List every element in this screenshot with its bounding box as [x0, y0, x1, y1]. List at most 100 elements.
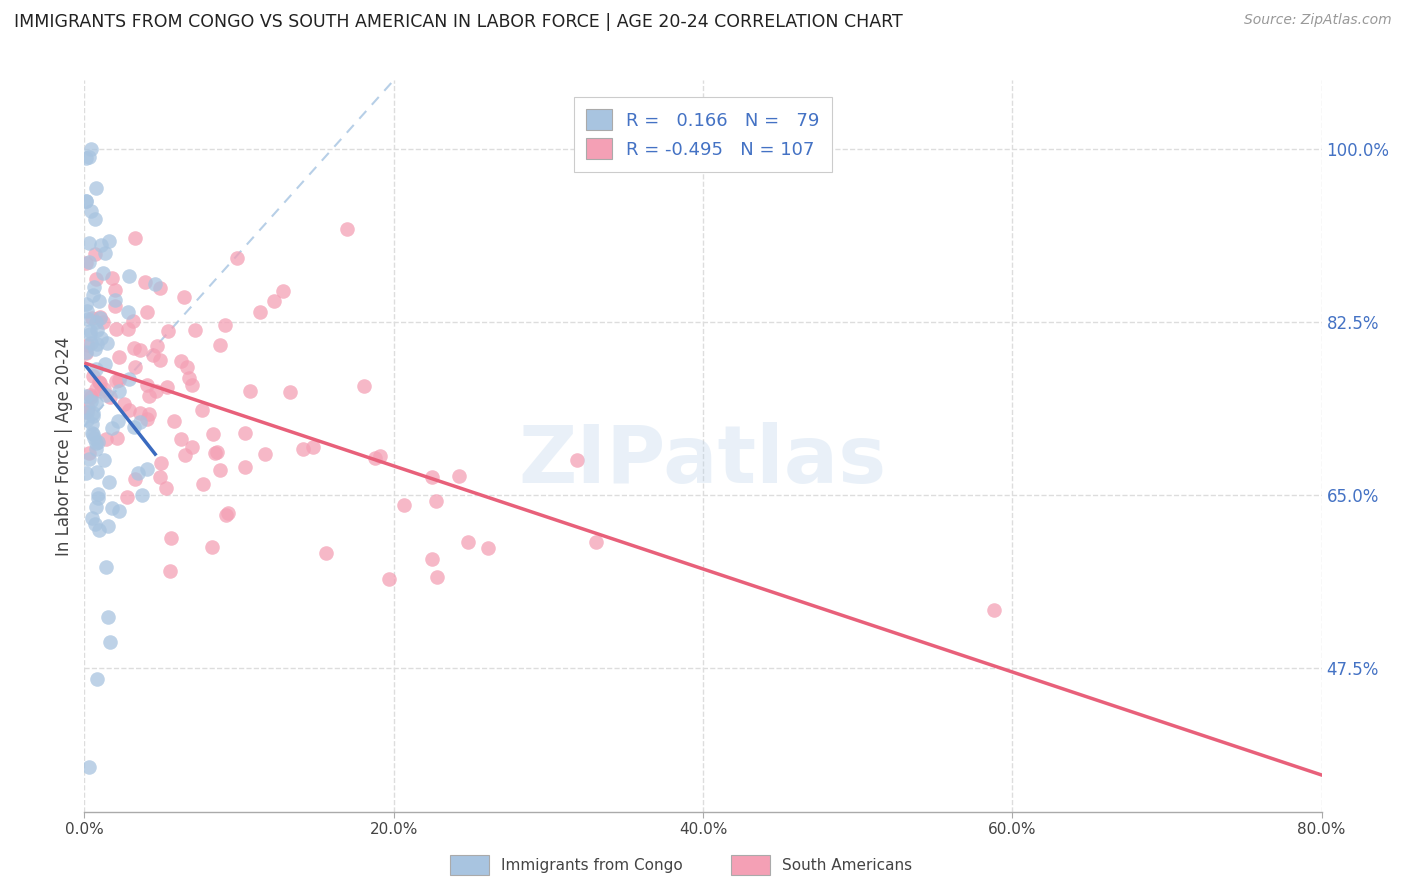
Point [90, 331, 112, 345]
Point [75, 345, 97, 359]
Point [84, 516, 107, 531]
Point [353, 379, 375, 393]
Point [191, 477, 214, 491]
Point [565, 453, 588, 467]
Point [80, 393, 103, 408]
Point [75, 345, 97, 359]
Point [87, 491, 110, 506]
Point [84, 382, 107, 396]
Point [135, 462, 157, 476]
Legend: R =   0.166   N =   79, R = -0.495   N = 107: R = 0.166 N = 79, R = -0.495 N = 107 [574, 96, 832, 172]
Point [83, 247, 105, 261]
Point [76, 401, 98, 415]
Point [104, 374, 127, 388]
Point [83, 212, 105, 227]
Point [89, 310, 111, 324]
Point [149, 281, 172, 295]
Point [233, 459, 256, 474]
Point [89, 310, 111, 325]
Point [145, 384, 167, 399]
Point [107, 414, 129, 428]
Point [122, 314, 145, 328]
Point [181, 378, 204, 392]
Point [83, 431, 105, 445]
Point [118, 402, 141, 417]
Point [108, 384, 131, 398]
Point [146, 339, 169, 353]
Point [363, 450, 385, 465]
Point [80, 143, 103, 157]
Point [142, 348, 165, 362]
Point [108, 350, 131, 364]
Point [157, 324, 180, 338]
Point [98, 635, 121, 649]
Point [101, 271, 124, 285]
Point [117, 322, 139, 336]
Point [82, 427, 104, 442]
Point [336, 221, 359, 235]
Point [101, 421, 124, 435]
Point [82, 287, 104, 301]
Point [225, 251, 247, 265]
Point [107, 504, 129, 518]
Point [983, 603, 1005, 617]
Point [103, 293, 125, 308]
Point [420, 552, 443, 566]
Point [89, 376, 111, 390]
Point [202, 427, 225, 442]
Point [368, 449, 391, 463]
Point [315, 546, 337, 560]
Point [129, 343, 152, 358]
Point [82, 425, 104, 440]
Point [209, 338, 232, 352]
Point [84, 442, 107, 457]
Point [75, 194, 97, 208]
Point [79, 254, 101, 268]
Point [457, 535, 479, 549]
Point [90, 384, 112, 399]
Point [87, 486, 110, 500]
Point [159, 564, 181, 578]
Point [82, 368, 104, 383]
Point [86, 672, 108, 686]
Point [84, 435, 107, 450]
Point [122, 420, 145, 434]
Point [143, 277, 166, 291]
Point [136, 412, 159, 426]
Point [207, 445, 229, 459]
Point [117, 304, 139, 318]
Point [93, 315, 115, 329]
Point [94, 432, 117, 446]
Point [75, 255, 97, 269]
Point [174, 448, 197, 462]
Point [80, 510, 103, 524]
Point [94, 245, 117, 260]
Point [75, 296, 97, 310]
Point [79, 327, 101, 342]
Point [173, 290, 195, 304]
Point [104, 283, 127, 297]
Point [77, 312, 100, 326]
Point [124, 472, 146, 486]
Point [271, 284, 294, 298]
Point [87, 294, 110, 309]
Text: IMMIGRANTS FROM CONGO VS SOUTH AMERICAN IN LABOR FORCE | AGE 20-24 CORRELATION C: IMMIGRANTS FROM CONGO VS SOUTH AMERICAN … [14, 13, 903, 31]
Point [75, 194, 97, 209]
Point [84, 181, 107, 195]
Point [169, 432, 191, 446]
Point [163, 414, 186, 428]
Point [84, 271, 107, 285]
Point [77, 760, 100, 774]
Point [77, 236, 100, 251]
Point [98, 235, 121, 249]
Point [75, 405, 97, 419]
Point [104, 322, 127, 336]
Point [76, 404, 98, 418]
Text: Source: ZipAtlas.com: Source: ZipAtlas.com [1244, 13, 1392, 28]
Point [124, 231, 146, 245]
Point [98, 475, 121, 489]
Point [134, 275, 156, 289]
Point [76, 413, 98, 427]
Point [149, 470, 172, 484]
Point [82, 409, 104, 424]
